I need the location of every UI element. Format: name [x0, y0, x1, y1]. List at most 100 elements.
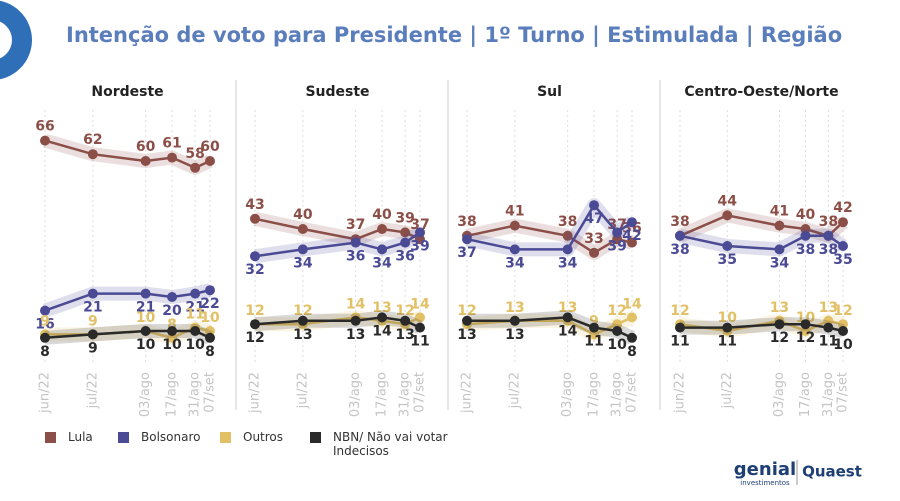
data-point — [377, 312, 388, 323]
value-label: 37 — [457, 245, 476, 261]
x-tick-label: jul/22 — [720, 372, 735, 409]
x-tick-label: jul/22 — [295, 372, 310, 409]
value-label: 10 — [136, 337, 156, 353]
data-point — [509, 315, 520, 326]
value-label: 8 — [167, 317, 177, 333]
data-point — [400, 237, 411, 248]
data-point — [589, 247, 600, 258]
value-label: 13 — [372, 300, 391, 316]
data-point — [627, 217, 637, 228]
data-point — [190, 326, 201, 336]
value-label: 12 — [607, 303, 626, 319]
legend-swatch — [45, 432, 56, 443]
value-label: 9 — [88, 340, 98, 356]
data-point — [87, 288, 98, 299]
value-label: 16 — [35, 317, 54, 333]
data-point — [250, 251, 260, 262]
data-point — [140, 156, 151, 166]
value-label: 38 — [558, 214, 577, 230]
data-point — [190, 288, 201, 299]
value-label: 58 — [185, 146, 204, 162]
data-point — [675, 230, 685, 241]
data-point — [627, 332, 637, 343]
value-label: 66 — [35, 119, 54, 135]
value-label: 20 — [162, 303, 182, 319]
value-label: 10 — [185, 337, 205, 353]
x-tick-label: 17/ago — [375, 372, 390, 417]
value-label: 40 — [372, 207, 392, 223]
value-label: 39 — [607, 238, 626, 254]
value-label: 62 — [83, 132, 102, 148]
legend-label: Lula — [68, 430, 93, 444]
value-label: 34 — [293, 255, 313, 271]
data-point — [377, 224, 388, 234]
data-point — [400, 315, 411, 326]
x-tick-label: 03/ago — [348, 372, 363, 417]
value-label: 13 — [505, 300, 524, 316]
legend-item: Lula — [45, 430, 93, 444]
value-label: 10 — [796, 310, 816, 326]
value-label: 8 — [40, 344, 50, 360]
value-label: 37 — [346, 217, 365, 233]
value-label: 13 — [395, 327, 414, 343]
data-point — [823, 230, 834, 241]
value-label: 38 — [796, 242, 815, 258]
value-label: 38 — [819, 214, 838, 230]
value-label: 14 — [622, 296, 642, 312]
data-point — [190, 162, 201, 173]
value-label: 10 — [136, 310, 156, 326]
value-label: 12 — [245, 330, 264, 346]
value-label: 21 — [136, 300, 155, 316]
value-label: 41 — [770, 204, 789, 220]
value-label: 10 — [607, 337, 627, 353]
value-label: 11 — [410, 334, 429, 350]
value-label: 9 — [589, 313, 599, 329]
value-label: 43 — [245, 197, 264, 213]
x-tick-label: jun/22 — [673, 372, 688, 414]
value-label: 21 — [83, 300, 102, 316]
value-label: 13 — [505, 327, 524, 343]
legend-item: Outros — [220, 430, 283, 444]
value-label: 60 — [136, 139, 156, 155]
value-label: 11 — [584, 334, 603, 350]
data-point — [800, 230, 811, 241]
value-label: 39 — [395, 210, 414, 226]
data-point — [722, 241, 733, 251]
value-label: 40 — [293, 207, 313, 223]
data-point — [774, 319, 785, 330]
x-tick-label: 17/ago — [165, 372, 180, 417]
data-point — [612, 227, 623, 238]
data-point — [612, 326, 623, 336]
data-point — [462, 315, 472, 326]
legend-label: Bolsonaro — [141, 430, 201, 444]
value-label: 35 — [718, 252, 737, 268]
data-point — [562, 244, 573, 255]
data-point — [87, 149, 98, 160]
x-tick-label: jul/22 — [85, 372, 100, 409]
value-label: 14 — [372, 323, 392, 339]
legend-item: NBN/ Não vai votar Indecisos — [310, 430, 450, 458]
value-label: 13 — [558, 300, 577, 316]
data-point — [40, 135, 50, 146]
value-label: 35 — [833, 252, 852, 268]
data-point — [774, 244, 785, 255]
data-point — [509, 220, 520, 231]
value-label: 32 — [245, 262, 264, 278]
data-point — [722, 322, 733, 333]
value-label: 13 — [346, 327, 365, 343]
data-point — [40, 305, 50, 316]
value-label: 42 — [622, 228, 641, 244]
data-point — [562, 312, 573, 323]
data-point — [800, 319, 811, 330]
x-tick-label: 07/set — [203, 372, 218, 413]
data-point — [377, 244, 388, 255]
data-point — [838, 326, 848, 336]
data-point — [562, 230, 573, 241]
value-label: 11 — [185, 307, 204, 323]
value-label: 47 — [584, 211, 603, 227]
x-tick-label: 31/ago — [188, 372, 203, 417]
data-point — [167, 152, 178, 163]
value-label: 39 — [410, 238, 429, 254]
value-label: 9 — [88, 313, 98, 329]
